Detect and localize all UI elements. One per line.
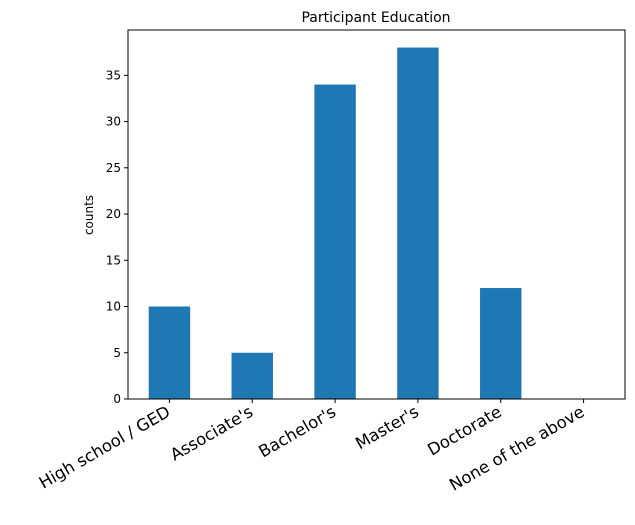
y-tick-label: 30: [106, 115, 121, 129]
bar: [397, 47, 439, 399]
bar: [148, 306, 191, 399]
y-tick-label: 25: [106, 161, 121, 175]
y-tick-label: 20: [106, 207, 121, 221]
x-tick-label: Bachelor's: [255, 402, 339, 461]
bar: [231, 352, 273, 399]
y-axis-label: counts: [82, 195, 96, 235]
x-tick-label: Associate's: [167, 402, 256, 465]
x-tick-label: None of the above: [446, 402, 587, 495]
plot-area: 0 5 10 15 20 25 30 35 High school / GEDAssociate…: [36, 47, 588, 495]
chart-title: Participant Education: [301, 10, 450, 26]
y-tick-label: 35: [106, 68, 121, 82]
x-tick-label: High school / GED: [36, 402, 174, 492]
x-tick-label: Master's: [352, 402, 422, 453]
y-tick-label: 5: [113, 346, 121, 360]
bar: [480, 288, 522, 399]
y-tick-label: 0: [113, 392, 121, 406]
y-tick-label: 10: [106, 300, 121, 314]
plot-frame: [127, 29, 626, 400]
bar: [314, 84, 356, 400]
y-tick-label: 15: [106, 253, 121, 267]
